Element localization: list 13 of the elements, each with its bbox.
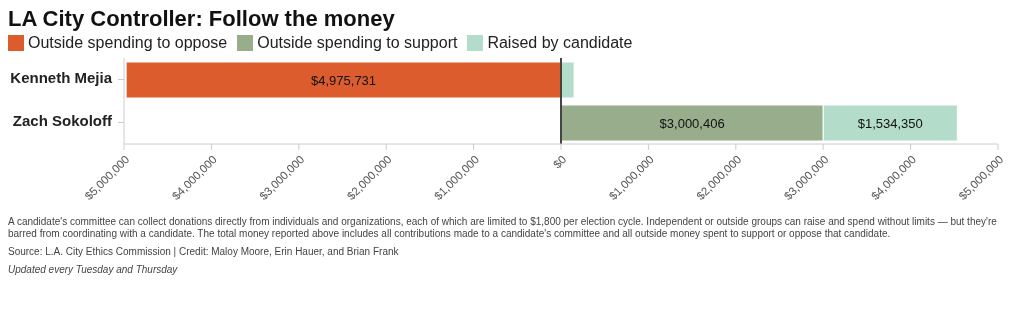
legend-label: Raised by candidate <box>486 34 633 52</box>
data-label: $4,975,731 <box>311 72 377 88</box>
source-note: Source: L.A. City Ethics Commission | Credit: Maloy Moore, Erin Hauer, and Brian Frank <box>8 246 400 258</box>
text: Updated every Tuesday and Thursday <box>8 264 179 276</box>
legend-label: Outside spending to oppose <box>27 34 228 52</box>
y-tick-label: Zach Sokoloff <box>12 112 113 130</box>
data-label: $1,534,350 <box>857 115 923 131</box>
y-tick-label: Kenneth Mejia <box>10 69 113 87</box>
text: A candidate's committee can collect donations directly from individuals and organizations, each of which are limited to $1,800 per election cycle. Independent or outside groups can raise and spend without limits — but they're barred from coordinating with a candidate. The total money reported above includes all contributions made to a candidate's committee and all outside money spent to support or oppose that candidate. <box>8 216 998 240</box>
x-tick-label: $0 <box>551 153 569 171</box>
data-label: $3,000,406 <box>659 115 725 131</box>
legend-label: Outside spending to support <box>256 34 458 52</box>
chart-title: LA City Controller: Follow the money <box>8 6 396 32</box>
